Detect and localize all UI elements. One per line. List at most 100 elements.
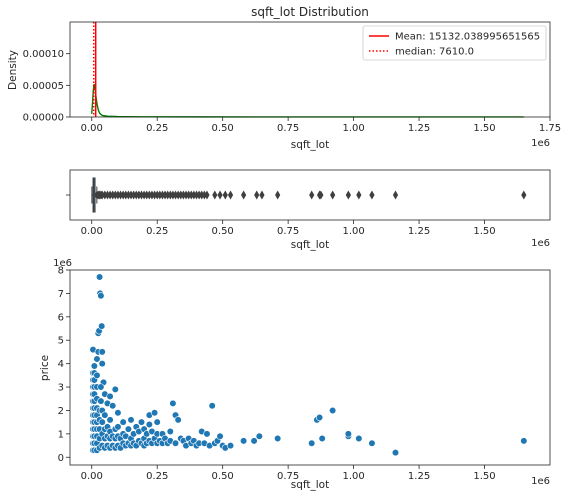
- box-outlier: [345, 190, 351, 200]
- box-outlier: [141, 190, 147, 200]
- box-outlier: [154, 190, 160, 200]
- x-tick-label: 0.25: [146, 471, 168, 482]
- scatter-point: [101, 411, 109, 419]
- y-tick-label: 4: [58, 359, 64, 370]
- box-outlier: [151, 190, 158, 200]
- box-outlier: [146, 190, 152, 200]
- x-tick-label: 0.75: [277, 226, 299, 237]
- box-outlier: [188, 190, 194, 200]
- scatter-frame: [69, 269, 551, 466]
- scatter-point: [368, 439, 376, 447]
- legend-mean-label: Mean: 15132.038995651565: [395, 32, 540, 43]
- box-outlier: [199, 190, 205, 200]
- box-outlier: [115, 190, 121, 200]
- box-outlier: [191, 190, 197, 200]
- scatter-point: [174, 416, 182, 424]
- x-tick-label: 1.75: [539, 123, 561, 134]
- scatter-point: [93, 371, 101, 379]
- y-tick-label: 3: [58, 383, 64, 394]
- scatter-point: [208, 402, 216, 410]
- x-tick-label: 0.50: [212, 123, 234, 134]
- x-tick-label: 1.00: [342, 471, 364, 482]
- boxplot-chart: 0.00 0.25 0.50 0.75 1.00 1.25 1.50 sqft_lot 1e…: [66, 169, 551, 251]
- scatter-point: [127, 416, 135, 424]
- box-outlier: [241, 190, 247, 200]
- scatter-point: [124, 425, 132, 433]
- x-tick-label: 1.00: [342, 226, 364, 237]
- scatter-point: [95, 273, 104, 281]
- box-outlier: [107, 190, 113, 200]
- box-outlier: [170, 190, 176, 200]
- y-tick-label: 0.00010: [23, 49, 64, 60]
- box-outlier: [99, 190, 105, 200]
- x-tick-label: 0.75: [277, 471, 299, 482]
- scatter-point: [318, 434, 326, 443]
- x-tick-label: 0.25: [146, 123, 168, 134]
- scatter-point: [226, 441, 235, 450]
- kde-curve: [91, 83, 524, 118]
- kde-chart: sqft_lot Distribution 0.00 0.25 0.50 0.75 1.…: [7, 5, 561, 151]
- box-outlier: [204, 190, 210, 200]
- scatter-x-label: sqft_lot: [291, 479, 329, 491]
- scatter-point: [216, 432, 224, 440]
- box-outlier: [157, 190, 163, 200]
- scatter-y-scale-label: 1e6: [53, 258, 72, 269]
- scatter-point: [520, 437, 528, 445]
- kde-title: sqft_lot Distribution: [251, 5, 369, 19]
- kde-x-label: sqft_lot: [291, 139, 329, 151]
- scatter-point: [240, 437, 248, 445]
- scatter-point: [114, 423, 122, 431]
- x-tick-label: 1.00: [342, 123, 364, 134]
- box-outlier: [117, 190, 124, 200]
- scatter-point: [166, 427, 174, 436]
- x-tick-label: 1.50: [473, 123, 495, 134]
- scatter-point: [329, 406, 337, 415]
- box-outlier: [275, 190, 281, 200]
- box-outlier: [131, 190, 137, 200]
- scatter-point: [344, 430, 352, 438]
- scatter-point: [274, 434, 282, 443]
- box-outlier: [104, 190, 111, 200]
- scatter-point: [355, 434, 363, 443]
- scatter-point: [97, 383, 105, 391]
- kde-frame: [69, 21, 551, 118]
- kde-legend: Mean: 15132.038995651565 median: 7610.0: [362, 25, 547, 61]
- scatter-point: [315, 413, 324, 422]
- box-outlier: [123, 190, 129, 200]
- box-outlier: [183, 190, 189, 200]
- box-outlier: [102, 190, 108, 200]
- box-outlier: [128, 190, 134, 200]
- scatter-point: [137, 418, 146, 426]
- scatter-point: [98, 348, 106, 356]
- x-tick-label: 0.00: [81, 226, 103, 237]
- box-outlier: [201, 190, 207, 200]
- box-x-scale-label: 1e6: [531, 238, 550, 249]
- scatter-point: [119, 418, 127, 426]
- y-tick-label: 2: [58, 406, 64, 417]
- kde-x-ticks: 0.00 0.25 0.50 0.75 1.00 1.25 1.50 1.75: [81, 117, 561, 134]
- scatter-y-ticks: 0 1 2 3 4 5 6 7 8: [58, 266, 70, 464]
- box-outlier: [120, 190, 126, 200]
- box-outlier: [318, 190, 324, 200]
- x-tick-label: 1.50: [473, 226, 495, 237]
- scatter-x-scale-label: 1e6: [531, 476, 550, 487]
- box-outlier: [172, 190, 179, 200]
- y-tick-label: 0.00005: [23, 81, 64, 92]
- y-tick-label: 6: [58, 312, 64, 323]
- y-tick-label: 0.00000: [23, 113, 64, 124]
- scatter-point: [106, 416, 114, 424]
- box-outlier: [178, 190, 184, 200]
- legend-box: [362, 25, 547, 61]
- box-outlier: [125, 190, 131, 200]
- x-tick-label: 1.50: [473, 471, 495, 482]
- box-plot-area: [91, 177, 527, 213]
- legend-median-label: median: 7610.0: [395, 47, 474, 58]
- scatter-point: [145, 420, 153, 429]
- box-outlier: [196, 190, 202, 200]
- box-outlier: [254, 190, 260, 200]
- scatter-point: [97, 292, 105, 300]
- scatter-point: [106, 392, 114, 401]
- box-outlier: [162, 190, 168, 200]
- scatter-plot-area: [89, 273, 528, 457]
